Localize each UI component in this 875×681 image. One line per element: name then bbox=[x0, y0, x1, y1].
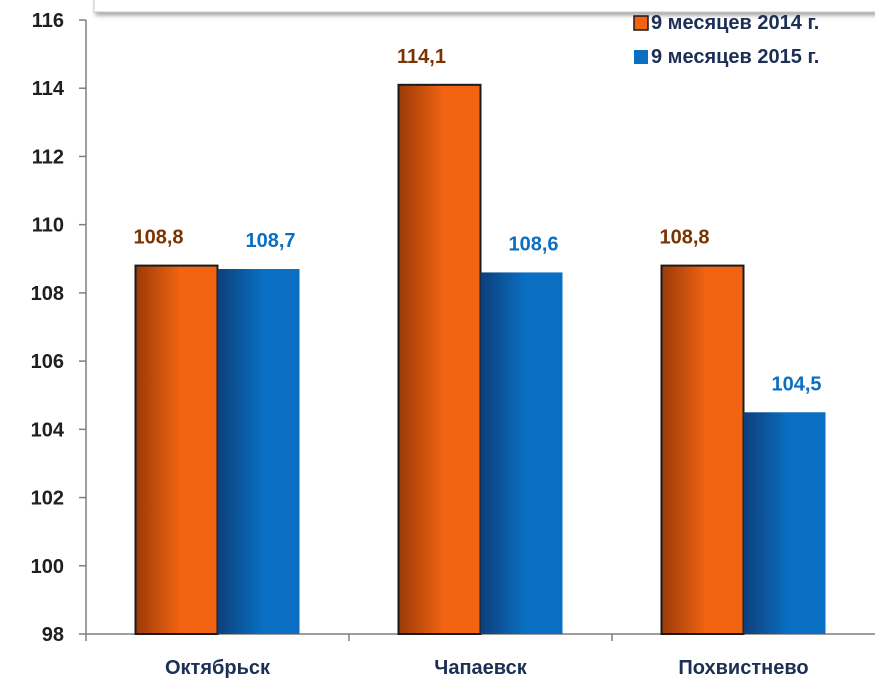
bar-value-label: 108,7 bbox=[245, 230, 295, 252]
x-category-label: Октябрьск bbox=[165, 657, 271, 679]
y-tick-label: 112 bbox=[32, 146, 64, 168]
y-tick-label: 106 bbox=[31, 351, 64, 373]
y-tick-label: 110 bbox=[32, 215, 64, 237]
legend-label: 9 месяцев 2015 г. bbox=[651, 46, 819, 68]
bar-series-2015 bbox=[480, 272, 563, 634]
bar-value-label: 114,1 bbox=[397, 46, 446, 68]
y-tick-label: 100 bbox=[31, 556, 64, 578]
y-tick-label: 116 bbox=[32, 10, 64, 32]
legend-swatch bbox=[633, 15, 649, 31]
data-labels: 108,8 108,7 114,1 108,6 108,8 104,5 bbox=[133, 46, 821, 395]
legend-label: 9 месяцев 2014 г. bbox=[651, 12, 819, 34]
y-tick-label: 102 bbox=[31, 488, 64, 510]
legend-swatch bbox=[634, 50, 648, 64]
bar-value-label: 104,5 bbox=[771, 373, 821, 395]
bar-value-label: 108,8 bbox=[133, 227, 183, 249]
bar-value-label: 108,6 bbox=[508, 233, 558, 255]
x-category-label: Похвистнево bbox=[678, 657, 808, 679]
bar-series-2014 bbox=[660, 264, 745, 635]
bar-series-2014 bbox=[397, 83, 482, 636]
legend: 9 месяцев 2014 г. 9 месяцев 2015 г. bbox=[633, 12, 819, 68]
x-category-label: Чапаевск bbox=[434, 657, 527, 679]
y-tick-label: 98 bbox=[42, 624, 64, 646]
bar-series-2014 bbox=[134, 264, 219, 635]
plot-frame-edge bbox=[93, 0, 875, 13]
bar-series-2015 bbox=[217, 269, 300, 634]
y-tick-label: 104 bbox=[31, 419, 65, 441]
axes: 98 100 102 104 106 108 110 112 114 116 Октябрьск Ча… bbox=[31, 10, 875, 679]
bar-value-label: 108,8 bbox=[659, 227, 709, 249]
y-tick-label: 108 bbox=[31, 283, 64, 305]
y-tick-label: 114 bbox=[32, 78, 65, 100]
bars bbox=[134, 83, 826, 636]
bar-series-2015 bbox=[743, 412, 826, 634]
